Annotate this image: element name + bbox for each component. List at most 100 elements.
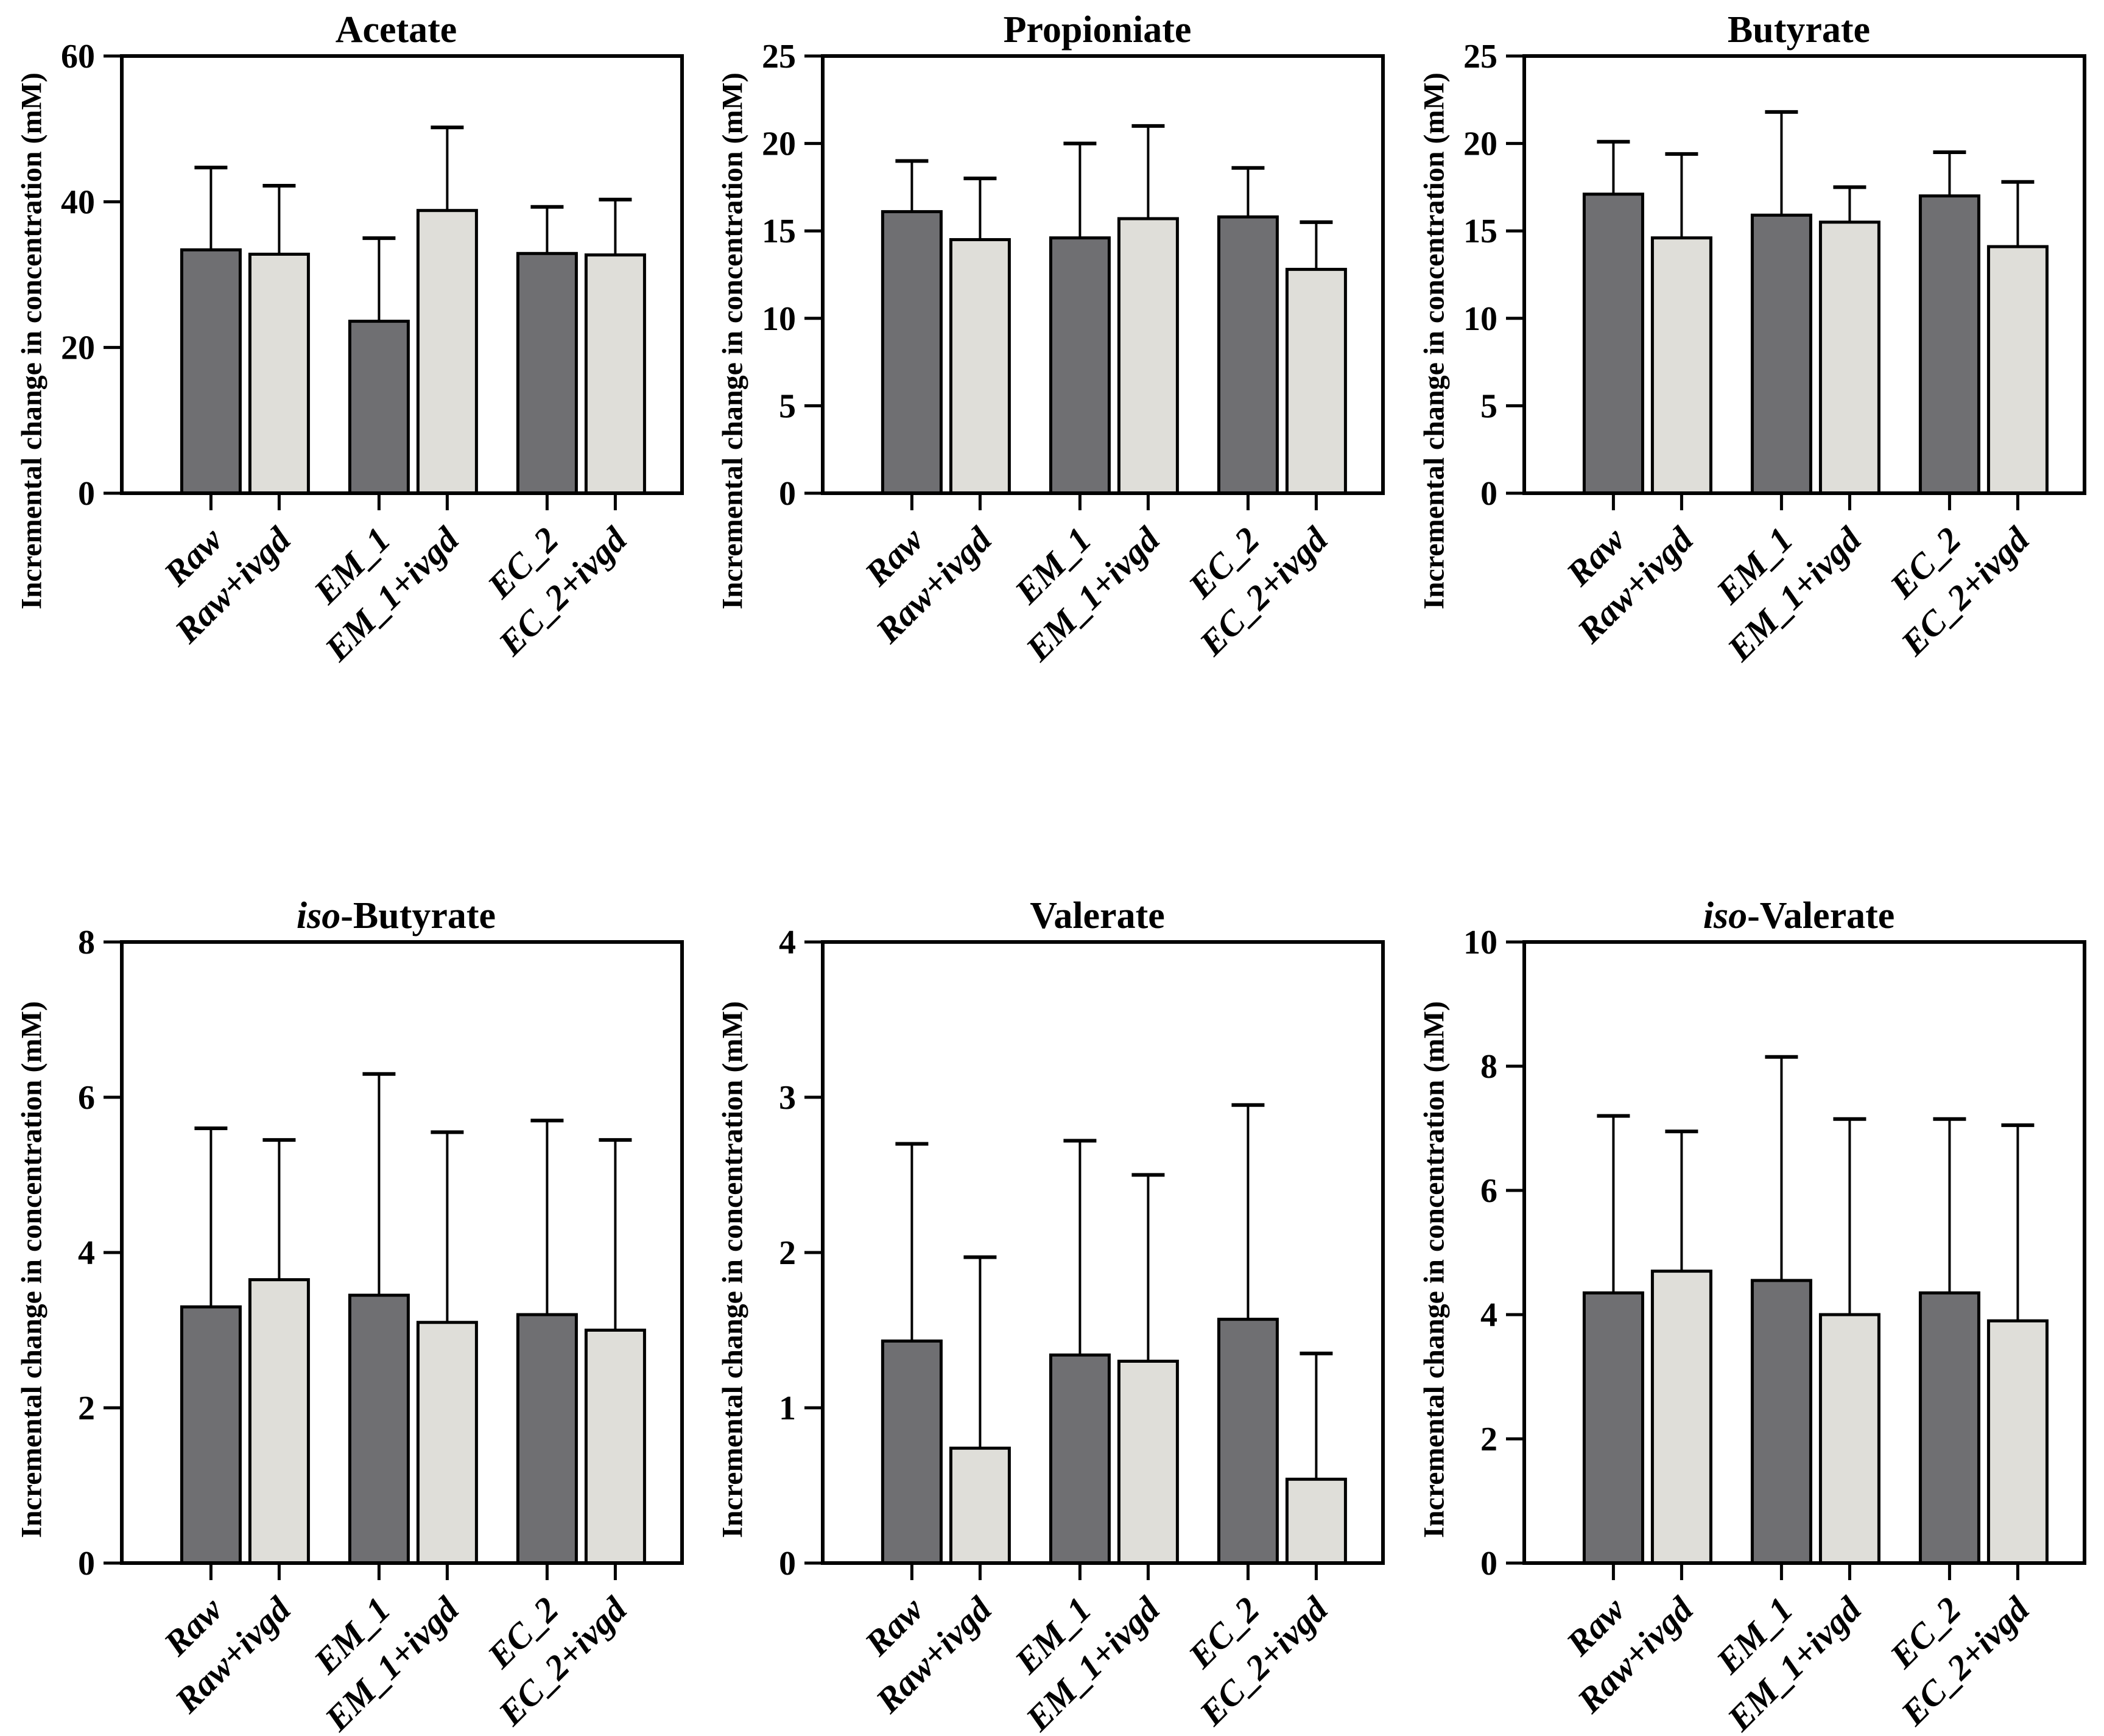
bar-EC_2: [1217, 1318, 1279, 1565]
bar-EC_2+ivgd: [1285, 267, 1347, 495]
bar-EC_2+ivgd: [584, 253, 646, 495]
chart-title: Butyrate: [1402, 0, 2104, 56]
plot-box: [1522, 54, 2086, 495]
y-tick-label-20: 20: [1463, 125, 1497, 163]
chart-title-main-part: Acetate: [335, 9, 457, 51]
bar-EC_2: [516, 251, 578, 495]
bar-EC_2+ivgd: [584, 1329, 646, 1565]
bar-EC_2+ivgd: [1986, 245, 2049, 495]
bar-Raw: [180, 248, 242, 495]
bar-EC_2+ivgd: [1986, 1319, 2049, 1565]
bar-EC_2: [516, 1313, 578, 1565]
chart-title: iso-Valerate: [1402, 868, 2104, 942]
chart-title-italic-part: iso: [296, 895, 341, 937]
chart-title: Valerate: [701, 868, 1402, 942]
bar-EM_1: [1750, 1279, 1812, 1565]
bar-EC_2: [1918, 1291, 1980, 1565]
bar-EM_1: [1750, 213, 1812, 495]
bar-EM_1+ivgd: [1117, 217, 1179, 495]
y-tick-label-25: 25: [1463, 38, 1497, 76]
bar-Raw+ivgd: [248, 1278, 310, 1565]
bar-EM_1+ivgd: [416, 1321, 478, 1565]
y-tick-label-4: 4: [779, 924, 796, 961]
bar-Raw+ivgd: [949, 1446, 1011, 1565]
y-tick-label-8: 8: [78, 924, 95, 961]
panel-butyrate: Butyrate Incremental change in concentra…: [1402, 0, 2104, 868]
chart-title-main-part: Valerate: [1030, 895, 1165, 937]
y-tick-label-8: 8: [1480, 1048, 1497, 1086]
y-tick-label-10: 10: [762, 300, 796, 338]
y-tick-label-15: 15: [1463, 213, 1497, 250]
bar-Raw: [881, 1339, 943, 1565]
y-tick-label-2: 2: [78, 1390, 95, 1427]
bar-EM_1+ivgd: [1818, 1313, 1881, 1565]
bar-Raw+ivgd: [949, 238, 1011, 495]
y-tick-label-5: 5: [1480, 387, 1497, 425]
y-tick-label-1: 1: [779, 1390, 796, 1427]
y-tick-label-25: 25: [762, 38, 796, 76]
plot-box: [120, 940, 684, 1565]
y-tick-label-2: 2: [1480, 1421, 1497, 1458]
chart-title: iso-Butyrate: [0, 868, 701, 942]
bar-Raw: [1582, 192, 1644, 495]
chart-title-main-part: -Butyrate: [340, 895, 496, 937]
panel-valerate: Valerate Incremental change in concentra…: [701, 868, 1402, 1736]
bar-Raw+ivgd: [1650, 236, 1712, 495]
chart-title-italic-part: iso: [1703, 895, 1748, 937]
y-tick-label-10: 10: [1463, 300, 1497, 338]
bar-Raw: [881, 210, 943, 495]
plot-box: [821, 54, 1385, 495]
y-tick-label-20: 20: [61, 329, 95, 367]
panel-acetate: Acetate Incremental change in concentrat…: [0, 0, 701, 868]
y-tick-label-15: 15: [762, 213, 796, 250]
bar-EC_2: [1217, 215, 1279, 495]
bar-Raw+ivgd: [248, 252, 310, 495]
plot-box: [1522, 940, 2086, 1565]
bar-Raw: [1582, 1291, 1644, 1565]
chart-title-main-part: Butyrate: [1727, 9, 1871, 51]
chart-title-main-part: Propioniate: [1003, 9, 1192, 51]
y-tick-label-0: 0: [1480, 1545, 1497, 1583]
y-tick-label-0: 0: [779, 1545, 796, 1583]
bar-EM_1: [1049, 236, 1111, 495]
y-tick-label-5: 5: [779, 387, 796, 425]
bar-Raw+ivgd: [1650, 1270, 1712, 1565]
bar-Raw: [180, 1305, 242, 1565]
y-tick-label-0: 0: [78, 1545, 95, 1583]
bar-EM_1: [348, 1293, 410, 1565]
bar-EM_1: [348, 320, 410, 495]
y-tick-label-3: 3: [779, 1079, 796, 1117]
plot-box: [821, 940, 1385, 1565]
bar-EM_1+ivgd: [1818, 220, 1881, 495]
bar-EC_2: [1918, 194, 1980, 495]
plot-box: [120, 54, 684, 495]
chart-title-main-part: -Valerate: [1747, 895, 1895, 937]
panel-propioniate: Propioniate Incremental change in concen…: [701, 0, 1402, 868]
y-tick-label-6: 6: [78, 1079, 95, 1117]
y-tick-label-40: 40: [61, 183, 95, 221]
chart-title: Acetate: [0, 0, 701, 56]
bar-EC_2+ivgd: [1285, 1477, 1347, 1565]
bar-EM_1: [1049, 1353, 1111, 1565]
y-tick-label-2: 2: [779, 1234, 796, 1272]
y-tick-label-0: 0: [78, 475, 95, 513]
y-tick-label-0: 0: [1480, 475, 1497, 513]
chart-title: Propioniate: [701, 0, 1402, 56]
y-tick-label-4: 4: [78, 1234, 95, 1272]
y-tick-label-60: 60: [61, 38, 95, 76]
y-tick-label-20: 20: [762, 125, 796, 163]
y-tick-label-6: 6: [1480, 1172, 1497, 1210]
panel-iso-butyrate: iso-Butyrate Incremental change in conce…: [0, 868, 701, 1736]
y-tick-label-4: 4: [1480, 1296, 1497, 1334]
y-tick-label-10: 10: [1463, 924, 1497, 961]
y-tick-label-0: 0: [779, 475, 796, 513]
panel-iso-valerate: iso-Valerate Incremental change in conce…: [1402, 868, 2104, 1736]
bar-EM_1+ivgd: [416, 209, 478, 495]
bar-EM_1+ivgd: [1117, 1360, 1179, 1565]
